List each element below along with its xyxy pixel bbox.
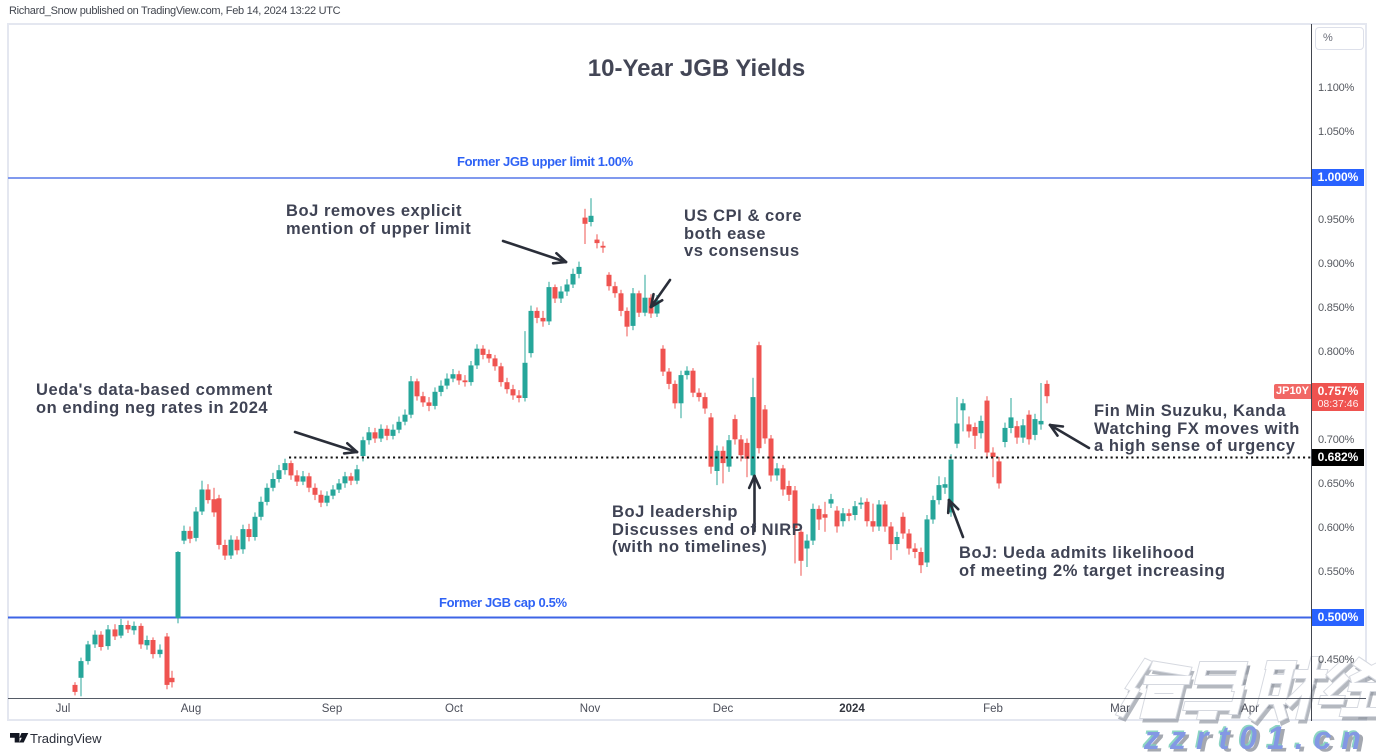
svg-text:zzrt01.cn: zzrt01.cn bbox=[1143, 720, 1371, 754]
svg-text:zzrt01.cn: zzrt01.cn bbox=[1147, 723, 1375, 754]
svg-text:zzrt01.cn: zzrt01.cn bbox=[1142, 719, 1370, 754]
